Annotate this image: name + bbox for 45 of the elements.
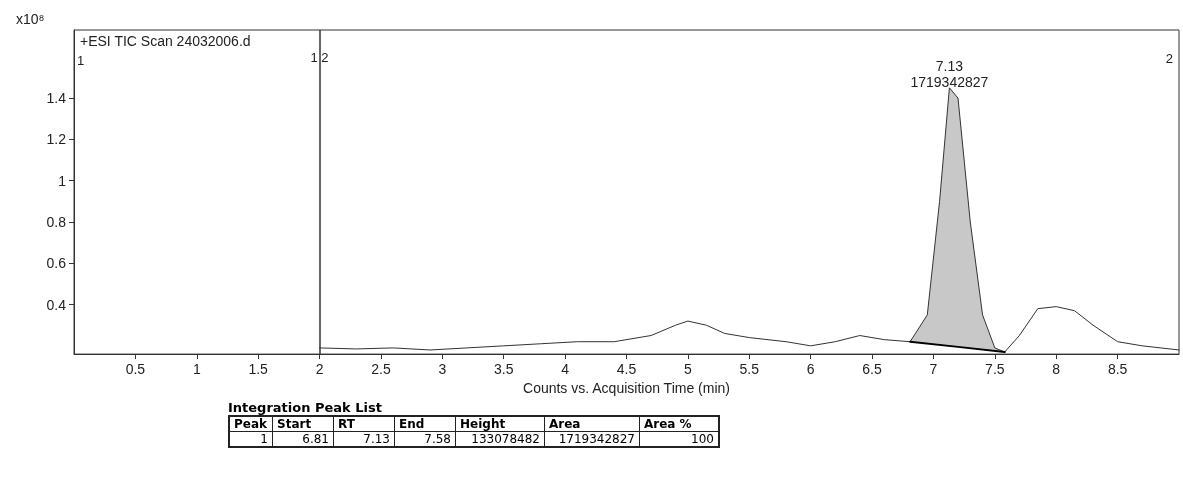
x-tick-label: 1 [192, 361, 201, 378]
x-tick-label: 7.5 [985, 361, 1005, 378]
data-label: 6.81 [272, 431, 334, 447]
data-label: 1 [229, 431, 273, 447]
y-tick-label: 0.6 [46, 255, 67, 272]
y-tick-label: 1 [58, 172, 67, 189]
x-tick-label: 5 [683, 361, 692, 378]
ref-line-label: 1 2 [310, 50, 329, 65]
annotation: 1 [77, 53, 85, 68]
x-tick-label: 4 [561, 361, 570, 378]
category-label: Area [544, 416, 640, 432]
text: Integration Peak List [228, 400, 383, 415]
category-label: Peak [229, 416, 273, 432]
y-tick-label: 0.8 [46, 213, 67, 230]
data-label: 7.58 [394, 431, 456, 447]
category-label: Height [455, 416, 545, 432]
x-tick-label: 0.5 [125, 361, 146, 378]
data-label: 133078482 [455, 431, 545, 447]
x-tick-label: 4.5 [616, 361, 637, 378]
y-tick-label: 0.4 [46, 296, 67, 313]
y-axis-title: x10⁸ [16, 11, 45, 27]
chart-title: +ESI TIC Scan 24032006.d [80, 33, 251, 49]
annotation: 2 [1165, 51, 1173, 66]
x-axis-title: Counts vs. Acquisition Time (min) [523, 380, 730, 396]
annotation: 7.13 1719342827 [910, 57, 989, 90]
x-tick-label: 6 [806, 361, 815, 378]
x-tick-label: 3 [438, 361, 447, 378]
data-label: 100 [639, 431, 719, 447]
category-label: Area % [639, 416, 719, 432]
x-tick-label: 6.5 [862, 361, 882, 378]
category-label: Start [272, 416, 334, 432]
x-tick-label: 3.5 [493, 361, 514, 378]
x-tick-label: 8.5 [1107, 361, 1128, 378]
x-tick-label: 7 [929, 361, 938, 378]
y-tick-label: 1.2 [46, 131, 67, 148]
x-tick-label: 5.5 [739, 361, 760, 378]
data-label: 7.13 [333, 431, 395, 447]
category-label: End [394, 416, 456, 432]
y-tick-label: 1.4 [46, 90, 67, 107]
category-label: RT [333, 416, 395, 432]
x-tick-label: 2 [315, 361, 324, 378]
x-tick-label: 2.5 [371, 361, 391, 378]
x-tick-label: 1.5 [248, 361, 269, 378]
x-tick-label: 8 [1052, 361, 1061, 378]
data-label: 1719342827 [544, 431, 640, 447]
